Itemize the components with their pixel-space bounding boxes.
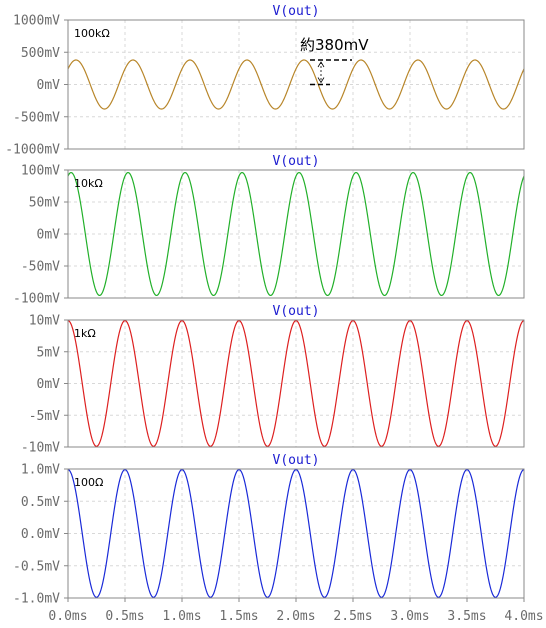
y-tick-label: 5mV (37, 345, 61, 360)
x-tick-label: 1.5ms (219, 609, 258, 624)
panel-label: 100kΩ (74, 27, 110, 40)
x-tick-label: 0.5ms (105, 609, 144, 624)
panel-3: 10mV 5mV 0mV -5mV -10mV V(out) 1kΩ (21, 304, 525, 456)
y-tick-label: -100mV (13, 292, 60, 307)
y-tick-label: 50mV (29, 196, 60, 211)
series-line (67, 320, 525, 447)
y-tick-label: 0.0mV (21, 527, 60, 542)
panel-title: V(out) (273, 154, 320, 169)
y-tick-label: -500mV (13, 110, 60, 125)
annotation-arrow-head-up (317, 61, 325, 68)
x-tick-label: 4.0ms (504, 609, 543, 624)
y-tick-label: -1.0mV (13, 592, 60, 607)
x-tick-label: 0.0ms (48, 609, 87, 624)
y-tick-label: -5mV (29, 409, 60, 424)
y-tick-label: 0.5mV (21, 495, 60, 510)
y-tick-label: -1000mV (5, 143, 60, 158)
x-tick-label: 2.5ms (333, 609, 372, 624)
y-tick-label: -10mV (21, 441, 60, 456)
annotation-arrow-head-down (317, 77, 325, 84)
y-tick-label: 100mV (21, 164, 60, 179)
y-tick-label: 0mV (37, 377, 61, 392)
x-tick-label: 3.5ms (447, 609, 486, 624)
panel-1: 1000mV 500mV 0mV -500mV -1000mV V(out) 100kΩ 約3… (5, 4, 525, 158)
x-tick-label: 3.0ms (390, 609, 429, 624)
panel-label: 10kΩ (74, 177, 103, 190)
y-tick-label: 0mV (37, 78, 61, 93)
x-tick-label: 2.0ms (276, 609, 315, 624)
panel-title: V(out) (273, 453, 320, 468)
panel-label: 1kΩ (74, 327, 96, 340)
x-tick-label: 1.0ms (162, 609, 201, 624)
series-line (67, 59, 525, 110)
panel-label: 100Ω (74, 476, 103, 489)
y-tick-label: 10mV (29, 314, 60, 329)
panel-title: V(out) (273, 4, 320, 19)
amplitude-annotation: 約380mV (300, 36, 369, 54)
y-tick-label: 0mV (37, 228, 61, 243)
panel-title: V(out) (273, 304, 320, 319)
panel-4: 1.0mV 0.5mV 0.0mV -0.5mV -1.0mV V(out) 100Ω (13, 453, 525, 607)
y-tick-label: 1.0mV (21, 463, 60, 478)
y-tick-label: 1000mV (13, 14, 60, 29)
series-line (67, 469, 525, 598)
y-tick-label: 500mV (21, 46, 60, 61)
x-axis: 0.0ms 0.5ms 1.0ms 1.5ms 2.0ms 2.5ms 3.0ms 3.5ms… (48, 598, 544, 624)
y-tick-label: -50mV (21, 260, 60, 275)
y-tick-label: -0.5mV (13, 559, 60, 574)
series-line (67, 171, 525, 297)
panel-2: 100mV 50mV 0mV -50mV -100mV V(out) 10kΩ (13, 154, 525, 307)
